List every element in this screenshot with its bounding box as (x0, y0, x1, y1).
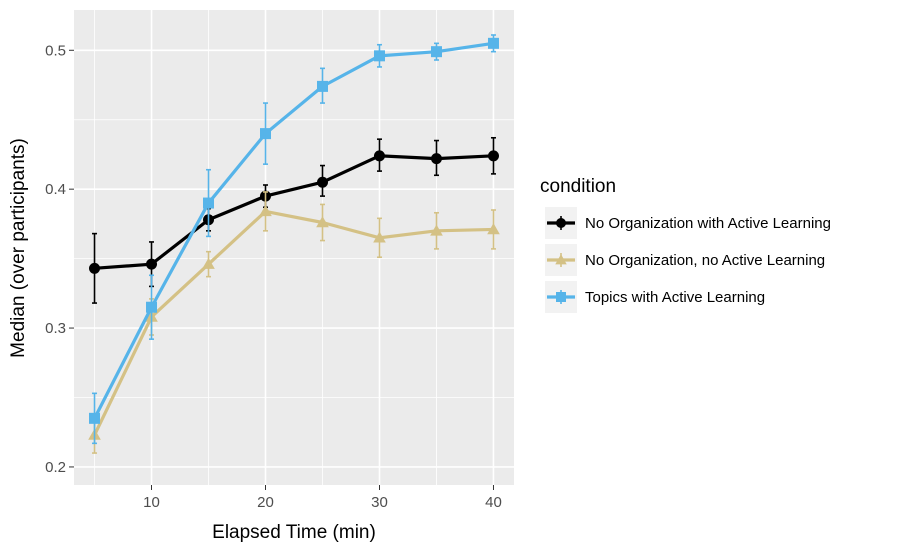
legend-label: No Organization with Active Learning (585, 215, 831, 232)
data-point (373, 231, 386, 243)
data-point (487, 223, 500, 235)
x-axis: 10 20 30 40 (143, 485, 502, 511)
series-layer (88, 34, 500, 454)
x-axis-title: Elapsed Time (min) (212, 522, 376, 543)
data-point (146, 301, 158, 313)
legend-item-2: No Organization, no Active Learning (545, 244, 825, 276)
y-tick-label: 0.5 (45, 42, 66, 59)
legend-label: No Organization, no Active Learning (585, 252, 825, 269)
data-point (89, 262, 101, 274)
series-line (94, 154, 494, 270)
data-point (259, 205, 272, 217)
y-axis: 0.2 0.3 0.4 0.5 (45, 42, 74, 476)
data-point (373, 150, 385, 162)
legend: condition No Organization with Active Le… (540, 176, 831, 313)
data-point (89, 412, 101, 424)
legend-label: Topics with Active Learning (585, 289, 765, 306)
y-axis-title: Median (over participants) (8, 138, 29, 358)
legend-keys: No Organization with Active Learning No O… (545, 207, 831, 313)
y-tick-label: 0.4 (45, 181, 66, 198)
series-3 (89, 34, 499, 445)
legend-key-marker (555, 254, 567, 265)
x-tick-label: 10 (143, 494, 160, 511)
y-tick-label: 0.2 (45, 459, 66, 476)
x-tick-label: 30 (371, 494, 388, 511)
legend-key-marker (556, 292, 566, 302)
data-point (430, 224, 443, 236)
data-point (202, 257, 215, 269)
data-point (430, 46, 442, 58)
data-point (316, 80, 328, 92)
data-point (430, 153, 442, 165)
data-point (373, 50, 385, 62)
x-tick-label: 20 (257, 494, 274, 511)
legend-key-marker (556, 218, 566, 228)
y-tick-label: 0.3 (45, 320, 66, 337)
series-line (93, 41, 494, 420)
data-point (316, 216, 329, 228)
data-point (487, 37, 499, 49)
series-line (93, 209, 494, 436)
data-point (260, 128, 272, 140)
legend-title: condition (540, 176, 616, 197)
data-point (487, 150, 499, 162)
legend-item-3: Topics with Active Learning (545, 281, 765, 313)
data-point (316, 176, 328, 188)
x-tick-label: 40 (485, 494, 502, 511)
plot-panel (74, 10, 514, 485)
data-point (146, 258, 158, 270)
data-point (203, 197, 215, 209)
legend-item-1: No Organization with Active Learning (545, 207, 831, 239)
